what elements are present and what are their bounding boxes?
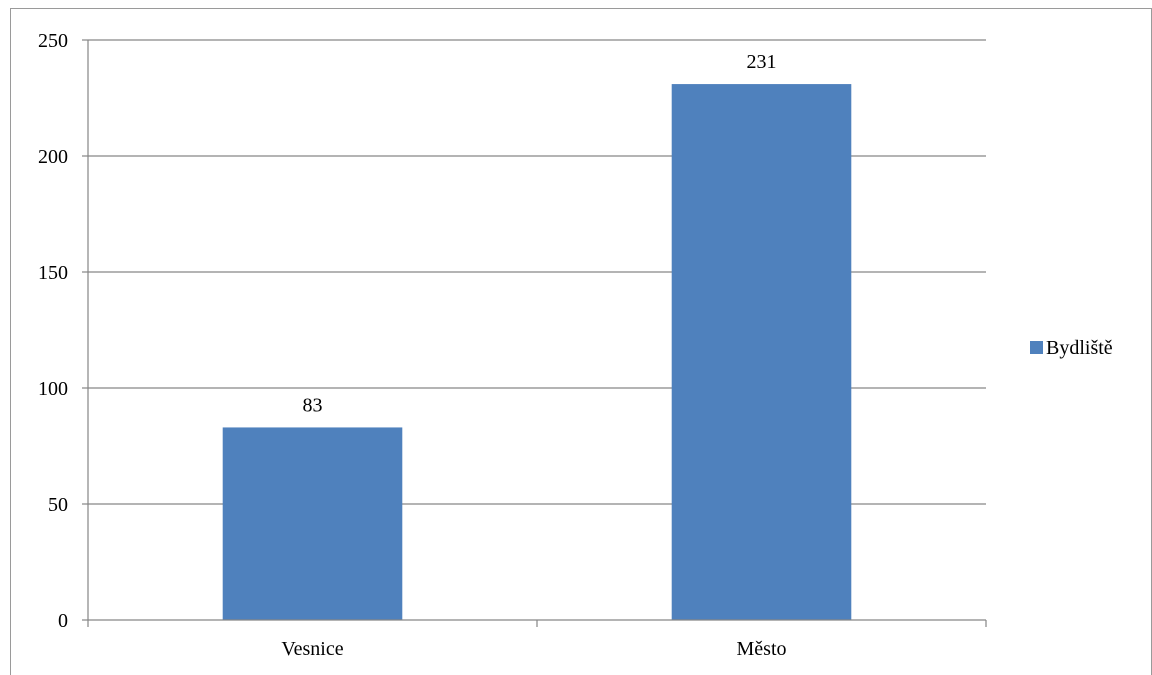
legend-swatch <box>1030 341 1043 354</box>
y-tick-label: 100 <box>38 378 68 400</box>
y-tick-label: 200 <box>38 146 68 168</box>
x-category-label: Vesnice <box>281 638 343 660</box>
y-tick-label: 50 <box>48 494 68 516</box>
labels: 0 50 100 150 200 250 83 Vesnice 231 Město <box>38 30 787 660</box>
legend: Bydliště <box>1030 337 1113 359</box>
bars <box>222 84 852 620</box>
y-tick-label: 250 <box>38 30 68 52</box>
chart-frame <box>10 8 1152 675</box>
axes <box>82 39 987 627</box>
x-category-label: Město <box>737 638 787 660</box>
bar-1 <box>222 427 403 620</box>
data-label: 83 <box>303 394 323 416</box>
bar-2 <box>671 84 852 620</box>
legend-label: Bydliště <box>1046 337 1113 359</box>
y-tick-label: 150 <box>38 262 68 284</box>
y-tick-label: 0 <box>58 610 68 632</box>
data-label: 231 <box>747 51 777 73</box>
